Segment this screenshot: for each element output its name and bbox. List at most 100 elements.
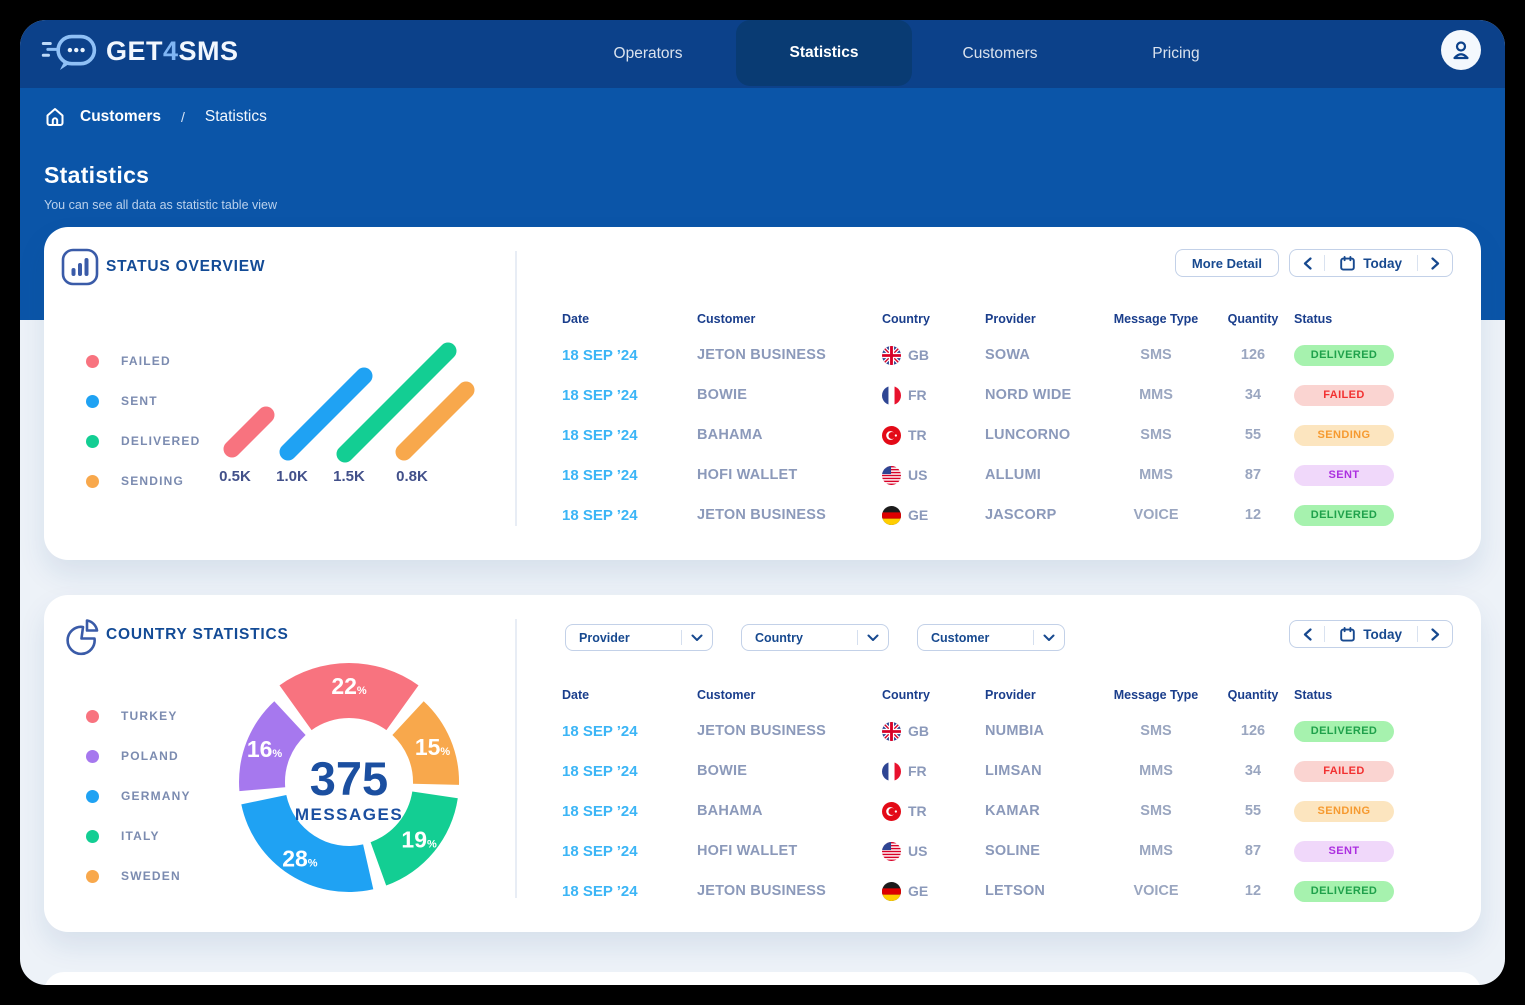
status-badge: SENDING [1294, 424, 1394, 446]
calendar-icon [1340, 255, 1355, 271]
dropdown-label: Customer [931, 630, 990, 645]
pie-chart-icon [61, 616, 101, 661]
cell-customer: BAHAMA [697, 427, 763, 443]
nav-item-statistics[interactable]: Statistics [736, 20, 912, 86]
today-button[interactable]: Today [1325, 627, 1417, 642]
donut-segment-italy [370, 791, 458, 886]
cell-date: 18 SEP ’24 [562, 842, 638, 860]
donut-segment-turkey [279, 662, 419, 731]
home-icon[interactable] [44, 106, 66, 128]
filter-country-dropdown[interactable]: Country [741, 624, 889, 651]
cell-country: FR [882, 761, 985, 781]
status-badge: SENDING [1294, 800, 1394, 822]
cell-provider: KAMAR [985, 803, 1040, 819]
cell-message-type: SMS [1140, 427, 1172, 443]
table-header-row: Date Customer Country Provider Message Type Q… [562, 679, 1455, 711]
legend-item: TURKEY [86, 696, 191, 736]
cell-customer: BOWIE [697, 387, 748, 403]
status-badge: DELIVERED [1294, 344, 1394, 366]
column-header: Country [882, 312, 930, 326]
cell-quantity: 126 [1240, 347, 1266, 363]
app-window: GET4SMS Operators Statistics Customers Pric… [20, 20, 1505, 985]
breadcrumb-customers[interactable]: Customers [80, 108, 161, 125]
legend-item: SWEDEN [86, 856, 191, 896]
vertical-divider [515, 251, 517, 526]
cell-provider: LETSON [985, 883, 1046, 899]
chevron-left-icon [1303, 627, 1312, 641]
legend-label: ITALY [121, 829, 160, 843]
table-row: 18 SEP ’24 JETON BUSINESS GB NUMBIA SMS … [562, 711, 1455, 751]
nav-item-operators[interactable]: Operators [613, 45, 683, 62]
breadcrumb: Customers / Statistics [44, 106, 267, 128]
cell-quantity: 87 [1244, 843, 1262, 859]
cell-status: DELIVERED [1294, 880, 1455, 902]
legend-item: GERMANY [86, 776, 191, 816]
cell-date: 18 SEP ’24 [562, 506, 638, 524]
cell-status: DELIVERED [1294, 344, 1455, 366]
column-header: Date [562, 688, 590, 702]
legend-label: FAILED [121, 354, 171, 368]
country-table: Date Customer Country Provider Message Type Q… [562, 679, 1455, 911]
status-badge: SENT [1294, 840, 1394, 862]
cell-country: US [882, 841, 985, 861]
cell-message-type: VOICE [1133, 883, 1179, 899]
cell-status: FAILED [1294, 384, 1455, 406]
more-detail-button[interactable]: More Detail [1174, 249, 1279, 277]
table-header-row: Date Customer Country Provider Message Type Q… [562, 303, 1455, 335]
table-row: 18 SEP ’24 BAHAMA TR LUNCORNO SMS 55 SEN… [562, 415, 1455, 455]
legend-item: DELIVERED [86, 421, 200, 461]
today-button[interactable]: Today [1325, 256, 1417, 271]
cell-date: 18 SEP ’24 [562, 882, 638, 900]
cell-date: 18 SEP ’24 [562, 386, 638, 404]
cell-quantity: 12 [1244, 883, 1262, 899]
table-row: 18 SEP ’24 JETON BUSINESS GE LETSON VOIC… [562, 871, 1455, 911]
next-day-button[interactable] [1418, 621, 1452, 647]
column-header: Date [562, 312, 590, 326]
column-header: Status [1294, 312, 1333, 326]
svg-text:0.8K: 0.8K [396, 468, 428, 485]
logo[interactable]: GET4SMS [40, 28, 239, 74]
nav-item-customers[interactable]: Customers [962, 45, 1038, 62]
legend-dot [86, 749, 99, 763]
legend-dot [86, 789, 99, 803]
nav-items: Operators Statistics Customers Pricing [560, 20, 1264, 88]
page-subtitle: You can see all data as statistic table … [44, 198, 278, 212]
cell-provider: JASCORP [985, 507, 1057, 523]
cell-country: US [882, 465, 985, 485]
status-badge: DELIVERED [1294, 504, 1394, 526]
prev-day-button[interactable] [1290, 621, 1324, 647]
date-range-control: Today [1289, 620, 1453, 648]
cell-customer: HOFI WALLET [697, 843, 798, 859]
cell-date: 18 SEP ’24 [562, 762, 638, 780]
page-title: Statistics [44, 162, 150, 188]
prev-day-button[interactable] [1290, 250, 1324, 276]
column-header: Status [1294, 688, 1333, 702]
cell-provider: SOWA [985, 347, 1031, 363]
cell-quantity: 12 [1244, 507, 1262, 523]
cell-quantity: 126 [1240, 723, 1266, 739]
next-day-button[interactable] [1418, 250, 1452, 276]
svg-text:1.5K: 1.5K [333, 468, 365, 485]
cell-date: 18 SEP ’24 [562, 722, 638, 740]
cell-status: SENT [1294, 464, 1455, 486]
legend-item: POLAND [86, 736, 191, 776]
filter-customer-dropdown[interactable]: Customer [917, 624, 1065, 651]
cell-provider: LIMSAN [985, 763, 1042, 779]
column-header: Customer [697, 312, 756, 326]
legend-label: GERMANY [121, 789, 191, 803]
chevron-right-icon [1430, 627, 1439, 641]
avatar[interactable] [1441, 30, 1481, 70]
cell-provider: LUNCORNO [985, 427, 1071, 443]
legend-dot [86, 394, 99, 408]
cell-status: SENT [1294, 840, 1455, 862]
vertical-divider [515, 619, 517, 898]
navbar: GET4SMS Operators Statistics Customers Pric… [20, 20, 1505, 88]
filter-provider-dropdown[interactable]: Provider [565, 624, 713, 651]
nav-item-pricing[interactable]: Pricing [1152, 45, 1200, 62]
status-badge: SENT [1294, 464, 1394, 486]
status-badge: DELIVERED [1294, 720, 1394, 742]
flag-tr-icon [882, 425, 901, 445]
logo-chat-bubble-icon [41, 34, 97, 71]
cell-quantity: 55 [1244, 427, 1262, 443]
